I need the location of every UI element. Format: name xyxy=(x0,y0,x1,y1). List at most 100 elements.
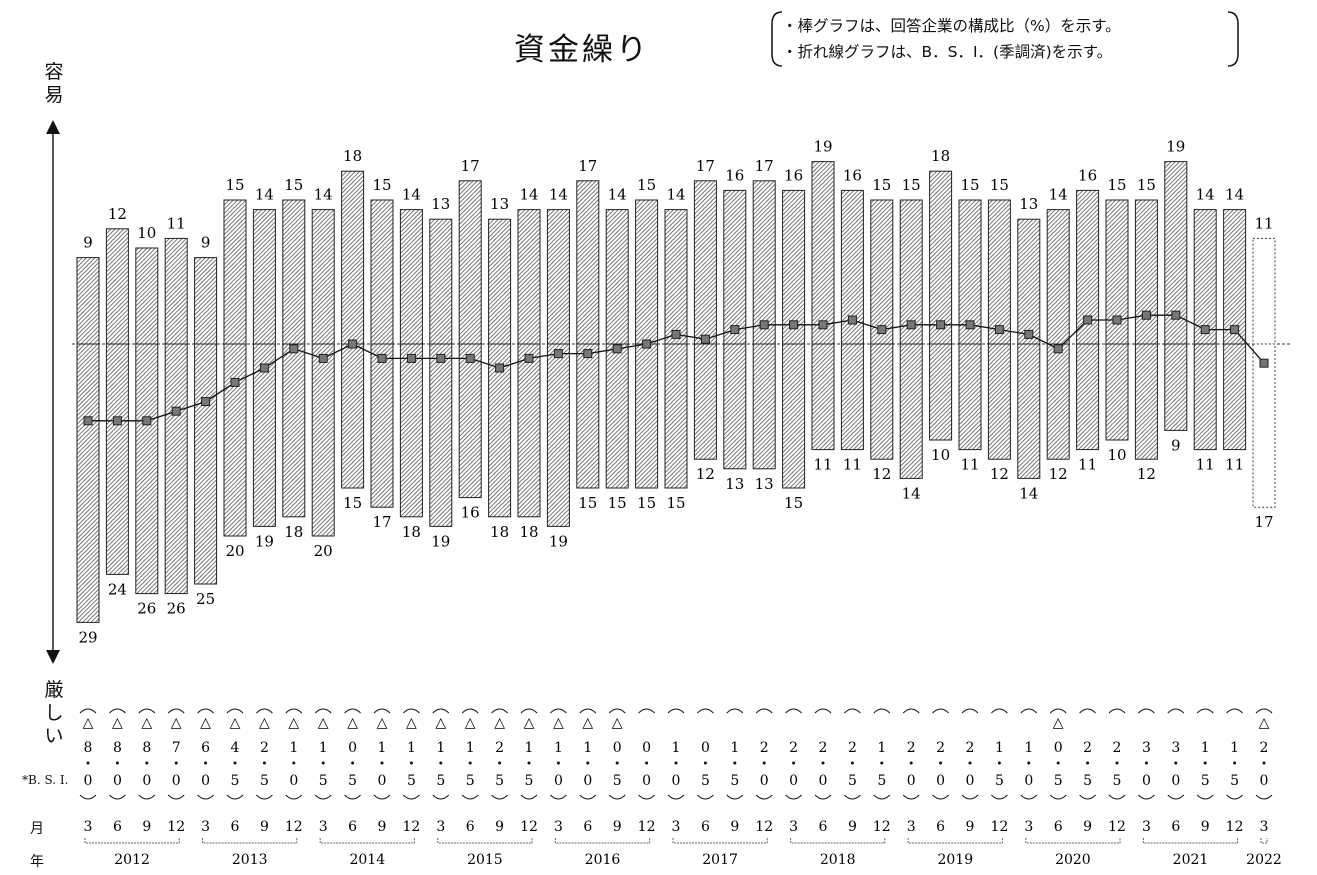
bsi-integer-19: 0 xyxy=(642,740,651,756)
bar-upper-12 xyxy=(429,218,453,345)
bsi-brace-bottom-27 xyxy=(873,794,891,800)
bar-upper-29 xyxy=(929,170,953,345)
bsi-integer-31: 1 xyxy=(995,740,1004,756)
bsi-brace-top-9 xyxy=(344,708,361,714)
bsi-integer-29: 2 xyxy=(936,740,945,756)
bsi-decimal-40: 0 xyxy=(1260,773,1269,789)
bar-lower-17 xyxy=(576,343,600,489)
bsi-decimal-point-9 xyxy=(351,761,355,765)
bar-lower-label-7: 18 xyxy=(284,523,303,541)
month-label-26: 9 xyxy=(848,819,857,835)
bar-lower-13 xyxy=(458,343,482,499)
bar-upper-label-37: 19 xyxy=(1166,138,1185,156)
bar-lower-10 xyxy=(370,343,394,508)
bsi-decimal-point-26 xyxy=(850,761,854,765)
bar-upper-19 xyxy=(635,199,659,345)
month-label-36: 3 xyxy=(1142,819,1151,835)
bar-upper-6 xyxy=(252,209,276,345)
bsi-point-39 xyxy=(1230,325,1240,335)
bar-lower-28 xyxy=(899,343,923,479)
bar-lower-39 xyxy=(1223,343,1247,451)
bsi-negative-mark-17: △ xyxy=(582,715,593,731)
bsi-brace-bottom-26 xyxy=(844,794,861,800)
bsi-integer-32: 1 xyxy=(1024,740,1033,756)
bar-upper-label-20: 14 xyxy=(666,186,685,204)
bar-lower-20 xyxy=(664,343,688,489)
bsi-decimal-7: 0 xyxy=(289,773,298,789)
bsi-point-6 xyxy=(259,363,269,373)
year-label-3: 2015 xyxy=(467,852,503,868)
bsi-brace-bottom-14 xyxy=(491,794,508,800)
month-label-27: 12 xyxy=(873,819,891,835)
bar-lower-8 xyxy=(311,343,335,537)
bar-lower-38 xyxy=(1193,343,1217,451)
bsi-integer-6: 2 xyxy=(260,740,269,756)
bar-upper-label-14: 13 xyxy=(490,195,509,213)
bsi-decimal-point-6 xyxy=(262,761,266,765)
bsi-brace-bottom-5 xyxy=(226,794,244,800)
bsi-decimal-17: 0 xyxy=(583,773,592,789)
bsi-point-27 xyxy=(877,325,887,335)
month-label-19: 12 xyxy=(638,819,656,835)
bar-upper-27 xyxy=(870,199,894,345)
bsi-negative-mark-5: △ xyxy=(230,715,241,731)
bsi-brace-top-33 xyxy=(1049,708,1067,714)
bar-lower-31 xyxy=(987,343,1011,460)
bsi-decimal-20: 0 xyxy=(672,773,681,789)
bsi-integer-22: 1 xyxy=(730,740,739,756)
bar-upper-label-33: 14 xyxy=(1049,186,1068,204)
bar-lower-label-2: 26 xyxy=(137,600,156,618)
bsi-decimal-32: 0 xyxy=(1024,773,1033,789)
bar-lower-21 xyxy=(693,343,717,460)
bar-lower-9 xyxy=(341,343,365,489)
bsi-integer-21: 0 xyxy=(701,740,710,756)
bar-lower-label-3: 26 xyxy=(167,600,186,618)
bsi-brace-bottom-1 xyxy=(109,794,126,800)
bar-lower-23 xyxy=(752,343,776,470)
bsi-brace-bottom-22 xyxy=(726,794,744,800)
bsi-brace-top-1 xyxy=(109,708,126,714)
bsi-point-35 xyxy=(1112,315,1122,325)
chart-title: 資金繰り xyxy=(514,32,650,68)
month-label-9: 6 xyxy=(348,819,357,835)
bar-upper-21 xyxy=(693,180,717,345)
month-label-6: 9 xyxy=(260,819,269,835)
year-label-4: 2016 xyxy=(585,852,621,868)
bar-upper-label-26: 16 xyxy=(843,166,862,184)
bar-lower-label-14: 18 xyxy=(490,523,509,541)
bsi-decimal-22: 5 xyxy=(730,773,739,789)
bsi-brace-top-38 xyxy=(1196,708,1214,714)
bar-lower-label-23: 13 xyxy=(755,475,774,493)
bsi-brace-top-23 xyxy=(755,708,773,714)
bsi-decimal-14: 5 xyxy=(495,773,504,789)
bar-lower-label-29: 10 xyxy=(931,446,950,464)
year-label-9: 2021 xyxy=(1173,852,1209,868)
bar-lower-14 xyxy=(488,343,512,518)
bsi-integer-3: 7 xyxy=(172,740,181,756)
bsi-brace-top-25 xyxy=(814,708,832,714)
month-label-33: 6 xyxy=(1054,819,1063,835)
month-label-30: 9 xyxy=(966,819,975,835)
month-label-3: 12 xyxy=(167,819,185,835)
month-label-23: 12 xyxy=(755,819,773,835)
bsi-integer-4: 6 xyxy=(201,740,210,756)
bsi-decimal-29: 0 xyxy=(936,773,945,789)
month-label-20: 3 xyxy=(672,819,681,835)
bsi-brace-top-5 xyxy=(226,708,244,714)
year-bracket-9 xyxy=(1142,838,1239,844)
bsi-brace-top-13 xyxy=(461,708,479,714)
bar-upper-3 xyxy=(164,237,188,345)
bsi-brace-bottom-33 xyxy=(1049,794,1067,800)
bsi-integer-26: 2 xyxy=(848,740,857,756)
bar-lower-label-15: 18 xyxy=(519,523,538,541)
bsi-decimal-point-30 xyxy=(968,761,972,765)
bsi-negative-mark-16: △ xyxy=(553,715,564,731)
bar-upper-25 xyxy=(811,161,835,345)
bsi-integer-17: 1 xyxy=(583,740,592,756)
bsi-brace-bottom-17 xyxy=(579,794,597,800)
row-label-bsi: *B. S. I. xyxy=(22,773,69,787)
bsi-integer-12: 1 xyxy=(436,740,445,756)
bar-lower-19 xyxy=(635,343,659,489)
bsi-decimal-15: 5 xyxy=(525,773,534,789)
